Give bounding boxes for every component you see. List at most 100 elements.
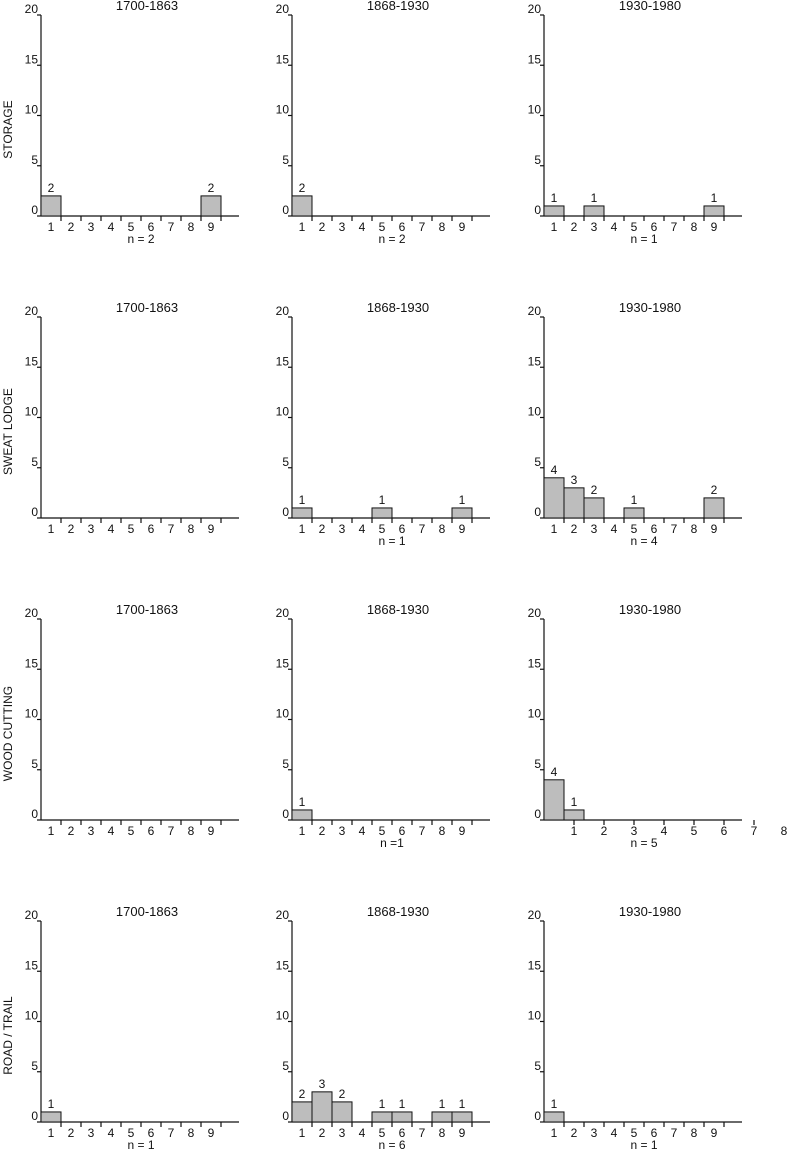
- x-tick-label: 8: [691, 1126, 698, 1140]
- x-tick-label: 4: [611, 220, 618, 234]
- y-tick-label: 10: [25, 707, 39, 721]
- x-tick-label: 9: [459, 220, 466, 234]
- x-tick-label: 5: [631, 1126, 638, 1140]
- x-tick-label: 7: [419, 522, 426, 536]
- x-tick-label: 4: [108, 220, 115, 234]
- chart-title: 1700-1863: [116, 0, 178, 13]
- x-tick-label: 9: [459, 1126, 466, 1140]
- bar: [563, 487, 585, 519]
- chart-title: 1930-1980: [619, 0, 681, 13]
- x-tick-label: 3: [88, 522, 95, 536]
- x-tick-label: 3: [88, 824, 95, 838]
- x-tick-label: 7: [419, 824, 426, 838]
- x-tick-label: 6: [399, 824, 406, 838]
- x-tick-label: 1: [551, 522, 558, 536]
- x-tick-label: 9: [208, 1126, 215, 1140]
- bar-value-label: 1: [379, 493, 386, 507]
- chart-title: 1700-1863: [116, 904, 178, 919]
- x-tick-label: 9: [711, 1126, 718, 1140]
- bar-value-label: 2: [299, 181, 306, 195]
- y-tick-label: 20: [276, 304, 290, 318]
- x-tick-label: 9: [208, 522, 215, 536]
- x-tick-label: 3: [339, 522, 346, 536]
- x-tick-label: 7: [671, 220, 678, 234]
- bar-value-label: 2: [208, 181, 215, 195]
- bar-value-label: 1: [591, 191, 598, 205]
- bar-value-label: 2: [711, 483, 718, 497]
- x-tick-label: 5: [128, 220, 135, 234]
- y-tick-label: 10: [528, 103, 542, 117]
- chart-panel: 1930-19800510152012345678941n = 5: [528, 602, 788, 850]
- bar-value-label: 1: [459, 1097, 466, 1111]
- y-tick-label: 20: [528, 908, 542, 922]
- x-tick-label: 2: [601, 824, 608, 838]
- x-tick-label: 7: [168, 220, 175, 234]
- x-tick-label: 8: [439, 220, 446, 234]
- x-tick-label: 7: [168, 1126, 175, 1140]
- x-tick-label: 7: [419, 220, 426, 234]
- y-tick-label: 20: [276, 908, 290, 922]
- bar-value-label: 1: [551, 191, 558, 205]
- x-tick-label: 5: [379, 1126, 386, 1140]
- x-tick-label: 5: [631, 220, 638, 234]
- x-tick-label: 4: [359, 1126, 366, 1140]
- x-tick-label: 2: [571, 1126, 578, 1140]
- y-tick-label: 15: [276, 656, 290, 670]
- x-tick-label: 3: [88, 1126, 95, 1140]
- x-tick-label: 1: [551, 1126, 558, 1140]
- x-tick-label: 8: [188, 1126, 195, 1140]
- bar: [451, 507, 473, 519]
- y-tick-label: 10: [276, 405, 290, 419]
- chart-title: 1868-1930: [367, 300, 429, 315]
- y-tick-label: 5: [534, 757, 541, 771]
- x-tick-label: 2: [68, 220, 75, 234]
- y-tick-label: 5: [282, 1059, 289, 1073]
- x-tick-label: 1: [48, 1126, 55, 1140]
- x-tick-label: 2: [68, 522, 75, 536]
- bar: [371, 507, 393, 519]
- x-tick-label: 9: [711, 522, 718, 536]
- x-tick-label: 4: [611, 522, 618, 536]
- x-tick-label: 6: [721, 824, 728, 838]
- bar-value-label: 1: [439, 1097, 446, 1111]
- x-tick-label: 1: [48, 220, 55, 234]
- chart-title: 1700-1863: [116, 602, 178, 617]
- n-label: n = 1: [630, 232, 657, 246]
- x-tick-label: 3: [591, 1126, 598, 1140]
- y-tick-label: 5: [31, 455, 38, 469]
- chart-title: 1930-1980: [619, 904, 681, 919]
- x-tick-label: 5: [379, 220, 386, 234]
- x-tick-label: 7: [168, 522, 175, 536]
- bar: [451, 1111, 473, 1123]
- x-tick-label: 3: [591, 220, 598, 234]
- x-tick-label: 5: [631, 522, 638, 536]
- n-label: n = 1: [630, 1138, 657, 1151]
- x-tick-label: 1: [299, 522, 306, 536]
- y-tick-label: 15: [528, 52, 542, 66]
- y-tick-label: 5: [534, 153, 541, 167]
- x-tick-label: 1: [299, 1126, 306, 1140]
- y-tick-label: 10: [276, 103, 290, 117]
- x-tick-label: 9: [711, 220, 718, 234]
- x-tick-label: 8: [439, 522, 446, 536]
- y-tick-label: 5: [31, 153, 38, 167]
- x-tick-label: 4: [108, 522, 115, 536]
- x-tick-label: 4: [359, 220, 366, 234]
- x-tick-label: 1: [48, 824, 55, 838]
- bar: [583, 205, 605, 217]
- bar-value-label: 3: [319, 1077, 326, 1091]
- y-tick-label: 20: [25, 2, 39, 16]
- y-tick-label: 0: [31, 807, 38, 821]
- y-tick-label: 20: [528, 606, 542, 620]
- bar-value-label: 1: [711, 191, 718, 205]
- bar-value-label: 1: [399, 1097, 406, 1111]
- n-label: n = 5: [630, 836, 657, 850]
- bar: [703, 205, 725, 217]
- bar: [291, 507, 313, 519]
- row-label: STORAGE: [1, 100, 15, 158]
- bar: [331, 1101, 353, 1123]
